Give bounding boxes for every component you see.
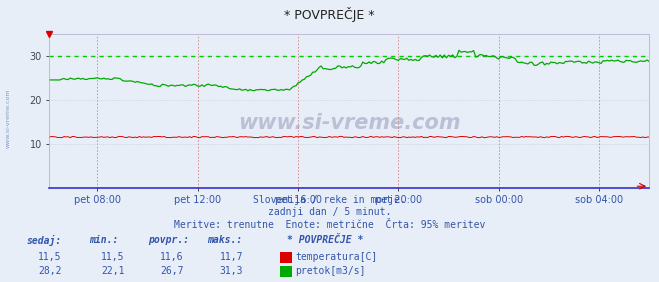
Text: www.si-vreme.com: www.si-vreme.com	[238, 113, 461, 133]
Text: zadnji dan / 5 minut.: zadnji dan / 5 minut.	[268, 207, 391, 217]
Text: 11,5: 11,5	[38, 252, 62, 262]
Text: 26,7: 26,7	[160, 266, 184, 276]
Text: pretok[m3/s]: pretok[m3/s]	[295, 266, 366, 276]
Text: sedaj:: sedaj:	[26, 235, 61, 246]
Text: maks.:: maks.:	[208, 235, 243, 245]
Text: Meritve: trenutne  Enote: metrične  Črta: 95% meritev: Meritve: trenutne Enote: metrične Črta: …	[174, 220, 485, 230]
Text: * POVPREČJE *: * POVPREČJE *	[284, 7, 375, 22]
Text: 31,3: 31,3	[219, 266, 243, 276]
Text: 11,5: 11,5	[101, 252, 125, 262]
Text: Slovenija / reke in morje.: Slovenija / reke in morje.	[253, 195, 406, 204]
Text: 22,1: 22,1	[101, 266, 125, 276]
Text: 28,2: 28,2	[38, 266, 62, 276]
Text: * POVPREČJE *: * POVPREČJE *	[287, 235, 363, 246]
Text: 11,7: 11,7	[219, 252, 243, 262]
Text: povpr.:: povpr.:	[148, 235, 189, 245]
Text: 11,6: 11,6	[160, 252, 184, 262]
Text: min.:: min.:	[89, 235, 119, 245]
Text: temperatura[C]: temperatura[C]	[295, 252, 378, 262]
Text: www.si-vreme.com: www.si-vreme.com	[5, 89, 11, 148]
